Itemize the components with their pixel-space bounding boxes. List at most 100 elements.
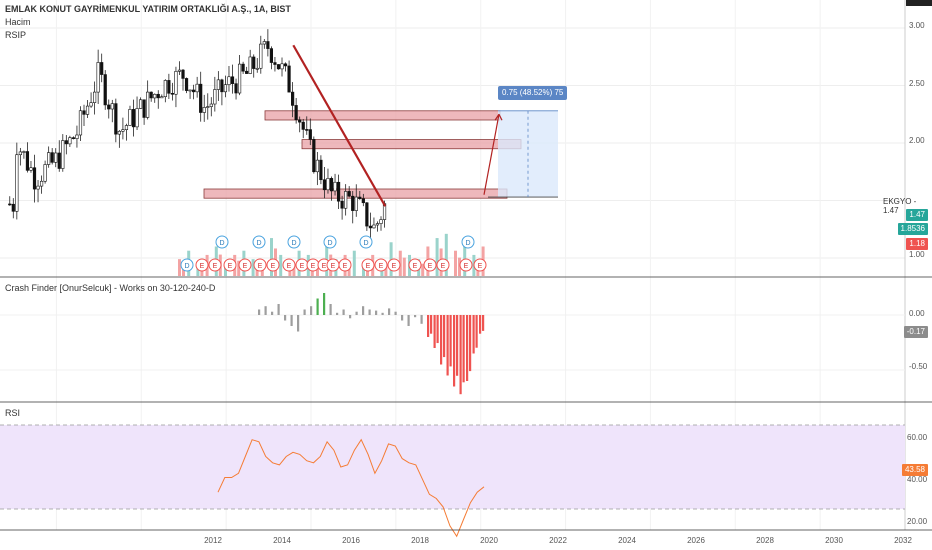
rsi-label[interactable]: RSI: [5, 408, 21, 418]
candle-body: [160, 96, 164, 99]
candle-body: [170, 92, 175, 95]
volume-bar: [352, 250, 356, 276]
candle-body: [110, 103, 114, 110]
crash-bar: [271, 311, 274, 315]
candle-body: [319, 159, 323, 181]
price-tick-2-5: 2.50: [909, 79, 925, 88]
earnings-marker: [459, 258, 473, 272]
earnings-marker: [238, 258, 252, 272]
crash-bar: [433, 315, 436, 348]
candle-body: [199, 83, 203, 113]
volume-bar: [237, 260, 241, 276]
price-tick-3: 3.00: [909, 21, 925, 30]
candle-body: [276, 64, 281, 70]
candle-body: [312, 139, 316, 173]
volume-bar: [389, 242, 393, 276]
candle-body: [18, 151, 22, 156]
crash-bar: [297, 315, 300, 332]
crash-bar: [456, 315, 459, 376]
crash-bar: [482, 315, 485, 331]
candle-body: [47, 152, 51, 165]
time-tick-2016: 2016: [342, 536, 360, 545]
crash-bar: [355, 311, 358, 315]
candle-body: [68, 137, 72, 145]
earnings-marker: [361, 258, 375, 272]
candle-body: [351, 195, 355, 211]
candle-body: [153, 93, 157, 99]
crash-bar: [388, 308, 391, 315]
candle-body: [177, 69, 182, 72]
earnings-marker-label: E: [366, 263, 371, 270]
candle-body: [329, 178, 334, 192]
candle-body: [368, 225, 373, 229]
dividend-marker: [359, 235, 373, 249]
volume-indicator-label[interactable]: Hacim: [5, 17, 31, 27]
candle-body: [372, 224, 376, 229]
crash-bar: [414, 315, 417, 318]
earnings-marker: [436, 258, 450, 272]
candle-body: [71, 137, 76, 139]
volume-bar: [384, 263, 388, 276]
volume-bar: [398, 250, 402, 276]
crash-bar: [342, 309, 345, 315]
level-badge-2: 1.18: [906, 238, 928, 250]
top-right-badge: [906, 0, 932, 6]
candle-body: [213, 89, 217, 105]
rsi-last-badge: 43.58: [901, 464, 928, 476]
candle-body: [315, 159, 319, 173]
candle-body: [124, 125, 129, 130]
crash-bar: [349, 315, 352, 319]
measure-tool[interactable]: [488, 110, 558, 198]
candle-body: [237, 63, 242, 94]
candlesticks: [8, 29, 387, 240]
candle-body: [347, 191, 351, 197]
support-resistance-zones[interactable]: [203, 110, 522, 199]
dividend-marker-label: D: [327, 240, 332, 247]
crash-bar: [420, 315, 423, 324]
zone-rect: [301, 139, 522, 150]
crash-bar: [462, 315, 465, 383]
crash-finder-label[interactable]: Crash Finder [OnurSelcuk] - Works on 30-…: [5, 283, 216, 293]
earnings-marker-label: E: [200, 263, 205, 270]
candle-body: [269, 48, 274, 63]
earnings-marker-label: E: [392, 263, 397, 270]
dividend-marker: [180, 258, 194, 272]
earnings-marker: [423, 258, 437, 272]
dividend-marker: [287, 235, 301, 249]
dividend-marker: [215, 235, 229, 249]
candle-body: [291, 91, 295, 106]
candle-body: [64, 140, 68, 145]
candle-body: [301, 121, 305, 130]
dividend-marker-label: D: [363, 240, 368, 247]
candle-body: [50, 152, 54, 163]
level-badge-1: 1.8536: [897, 223, 928, 235]
trendline[interactable]: [292, 44, 503, 207]
earnings-marker-label: E: [213, 263, 218, 270]
candle-body: [93, 91, 97, 103]
candle-body: [255, 67, 259, 70]
candle-body: [308, 129, 312, 140]
candle-body: [107, 104, 111, 110]
earnings-marker: [408, 258, 422, 272]
candle-body: [57, 152, 61, 169]
event-markers[interactable]: DD D D D D DE E E E E E E E E E E E E E E E E E E E: [180, 235, 487, 272]
candle-body: [11, 203, 15, 212]
candle-body: [202, 107, 206, 113]
candle-body: [39, 180, 44, 187]
price-tick-1: 1.00: [909, 250, 925, 259]
volume-bar: [402, 257, 406, 276]
earnings-marker-label: E: [331, 263, 336, 270]
candle-body: [149, 91, 153, 99]
pane-separators[interactable]: [0, 0, 932, 531]
candle-body: [167, 80, 171, 94]
volume-bar: [435, 238, 439, 276]
candle-body: [195, 83, 199, 93]
candle-body: [326, 178, 330, 191]
candle-body: [375, 223, 380, 226]
symbol-price-tag: EKGYO - 1.47: [883, 197, 917, 215]
rsip-indicator-label[interactable]: RSIP: [5, 30, 27, 40]
earnings-marker: [208, 258, 222, 272]
measure-label[interactable]: 0.75 (48.52%) 75: [498, 86, 568, 100]
candle-body: [43, 164, 47, 182]
